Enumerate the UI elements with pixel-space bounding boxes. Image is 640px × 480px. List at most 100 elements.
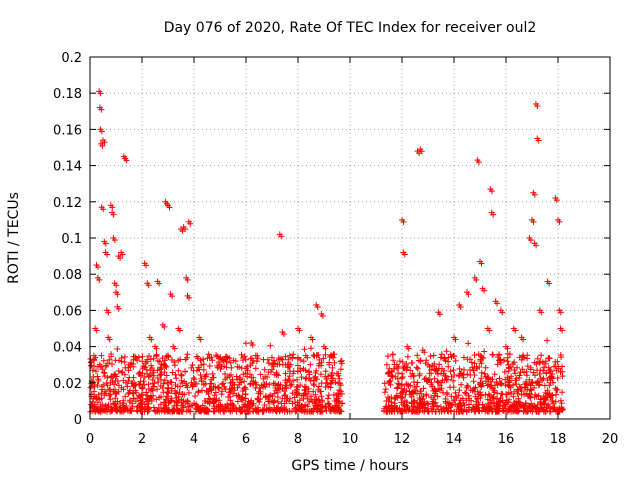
y-tick-label: 0.1: [61, 232, 82, 247]
data-point: [546, 280, 553, 287]
data-point: [132, 381, 139, 388]
data-point: [257, 390, 264, 397]
data-points: [88, 88, 566, 410]
x-tick-label: 2: [138, 432, 146, 447]
data-point: [426, 363, 433, 370]
data-point: [465, 291, 472, 298]
y-tick-label: 0.14: [53, 160, 82, 175]
data-point: [99, 142, 106, 149]
data-point: [442, 372, 449, 379]
axis-ticks: 0 2 4 6 8 10 12 14 16 18 20 0 0.02 0.04 0.06 0.08 0.1 0.1…: [53, 51, 618, 447]
data-point: [104, 251, 111, 258]
data-point: [102, 240, 109, 247]
data-point: [322, 345, 329, 352]
data-point: [309, 336, 316, 343]
data-point: [452, 336, 459, 343]
data-point: [143, 262, 150, 269]
data-point: [249, 341, 256, 348]
data-point: [127, 363, 134, 370]
data-point: [270, 363, 277, 370]
x-tick-label: 12: [394, 432, 411, 447]
data-point: [137, 372, 144, 379]
data-point: [280, 331, 287, 338]
y-tick-label: 0: [74, 413, 82, 428]
data-point: [96, 276, 103, 283]
data-point: [557, 309, 564, 316]
data-point: [95, 264, 101, 271]
grid-lines: [90, 57, 610, 419]
data-point: [145, 282, 152, 289]
data-point: [534, 103, 541, 110]
data-point: [109, 204, 116, 211]
data-point: [156, 280, 163, 287]
data-point: [535, 137, 542, 144]
data-point: [205, 390, 212, 397]
data-point: [504, 345, 511, 352]
data-point: [499, 309, 506, 316]
data-point: [512, 327, 519, 334]
data-point: [530, 218, 537, 225]
data-point: [169, 293, 176, 300]
data-point: [400, 218, 407, 225]
data-point: [475, 159, 482, 166]
x-tick-label: 10: [342, 432, 359, 447]
x-tick-label: 14: [446, 432, 463, 447]
data-point: [387, 381, 394, 388]
data-point: [436, 311, 443, 318]
data-point: [161, 323, 168, 330]
data-point: [527, 237, 534, 243]
data-point: [105, 309, 112, 316]
data-point: [110, 211, 117, 218]
roti-point-cloud: [87, 337, 566, 415]
data-point: [533, 242, 540, 249]
data-point: [405, 345, 412, 352]
data-point: [98, 128, 105, 135]
data-point: [473, 276, 480, 283]
data-point: [100, 206, 107, 213]
data-point: [92, 354, 99, 361]
data-point: [89, 403, 96, 410]
data-point: [111, 237, 118, 243]
data-point: [418, 148, 425, 155]
data-point: [186, 294, 192, 301]
x-axis-label: GPS time / hours: [291, 458, 408, 474]
data-point: [478, 260, 485, 267]
data-point: [231, 381, 238, 388]
data-point: [559, 327, 566, 334]
y-axis-label: ROTI / TECUs: [6, 192, 22, 284]
y-tick-label: 0.02: [53, 377, 82, 392]
data-point: [401, 251, 408, 258]
data-point: [98, 106, 105, 113]
data-point: [490, 211, 497, 218]
data-point: [119, 251, 126, 258]
data-point: [457, 303, 464, 310]
data-point: [486, 327, 493, 334]
data-point: [538, 309, 545, 316]
data-point: [106, 336, 113, 343]
data-point: [166, 204, 173, 211]
data-point: [114, 291, 121, 298]
data-point: [410, 372, 417, 379]
plot-frame: [89, 56, 611, 420]
y-tick-label: 0.08: [53, 268, 82, 283]
data-point: [187, 220, 194, 227]
y-tick-label: 0.12: [53, 196, 82, 211]
data-point: [184, 276, 191, 283]
data-point: [531, 191, 538, 198]
data-point: [278, 233, 285, 240]
y-tick-label: 0.16: [53, 123, 82, 138]
data-point: [330, 354, 337, 361]
x-tick-label: 20: [602, 432, 619, 447]
data-point: [113, 282, 120, 289]
x-tick-label: 18: [550, 432, 567, 447]
data-point: [197, 336, 204, 343]
x-tick-label: 8: [294, 432, 302, 447]
data-point: [395, 363, 402, 370]
x-tick-label: 6: [242, 432, 250, 447]
x-tick-label: 16: [498, 432, 515, 447]
y-tick-label: 0.04: [53, 341, 82, 356]
x-tick-label: 4: [190, 432, 198, 447]
chart-title: Day 076 of 2020, Rate Of TEC Index for r…: [164, 20, 537, 36]
data-point: [314, 303, 321, 310]
